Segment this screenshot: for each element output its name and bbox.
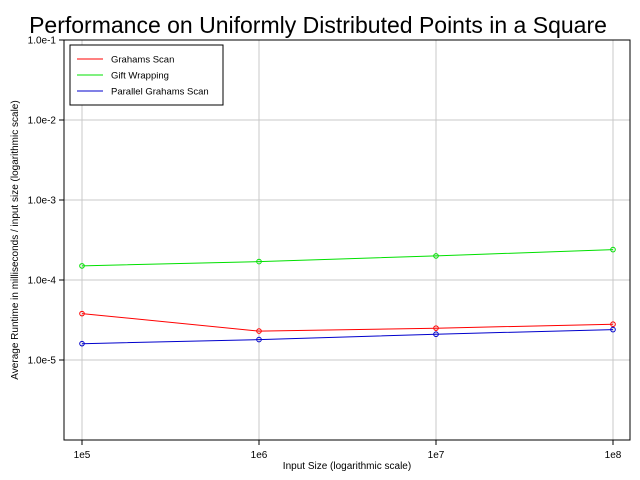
y-tick-label: 1.0e-5 <box>28 356 57 367</box>
y-tick-label: 1.0e-4 <box>28 276 57 287</box>
data-point <box>610 326 616 333</box>
series-line <box>81 329 614 345</box>
tick-labels: 1e5 1e6 1e7 1e8 1.0e-5 1.0e-4 1.0e-3 1.0e-2 1.0e… <box>28 36 622 462</box>
y-tick-label: 1.0e-2 <box>28 116 57 127</box>
y-axis-label: Average Runtime in milliseconds / input … <box>10 100 21 379</box>
x-tick-label: 1e7 <box>428 450 445 461</box>
series-line <box>81 313 614 332</box>
series-3 <box>79 326 616 347</box>
series-1 <box>79 310 616 334</box>
y-tick-label: 1.0e-1 <box>28 36 57 47</box>
x-tick-label: 1e5 <box>74 450 91 461</box>
x-tick-label: 1e8 <box>605 450 622 461</box>
data-point <box>79 310 85 317</box>
plot-frame <box>63 39 631 441</box>
data-point <box>256 328 262 334</box>
legend: Grahams Scan Gift Wrapping Parallel Graham… <box>69 44 224 106</box>
legend-label: Parallel Grahams Scan <box>111 87 209 98</box>
series-2 <box>79 246 616 269</box>
data-point <box>79 340 85 347</box>
legend-label: Gift Wrapping <box>111 71 169 82</box>
data-point <box>433 331 439 338</box>
series-line <box>81 249 614 267</box>
x-axis-label: Input Size (logarithmic scale) <box>283 461 411 472</box>
data-point <box>610 246 616 253</box>
data-point <box>256 258 262 265</box>
series-layer <box>79 246 616 347</box>
data-point <box>433 325 439 331</box>
chart-title: Performance on Uniformly Distributed Poi… <box>29 12 607 38</box>
x-tick-label: 1e6 <box>251 450 268 461</box>
legend-label: Grahams Scan <box>111 55 174 66</box>
data-point <box>256 336 262 343</box>
y-tick-label: 1.0e-3 <box>28 196 57 207</box>
data-point <box>79 263 85 269</box>
data-point <box>433 253 439 259</box>
data-point <box>610 321 616 328</box>
